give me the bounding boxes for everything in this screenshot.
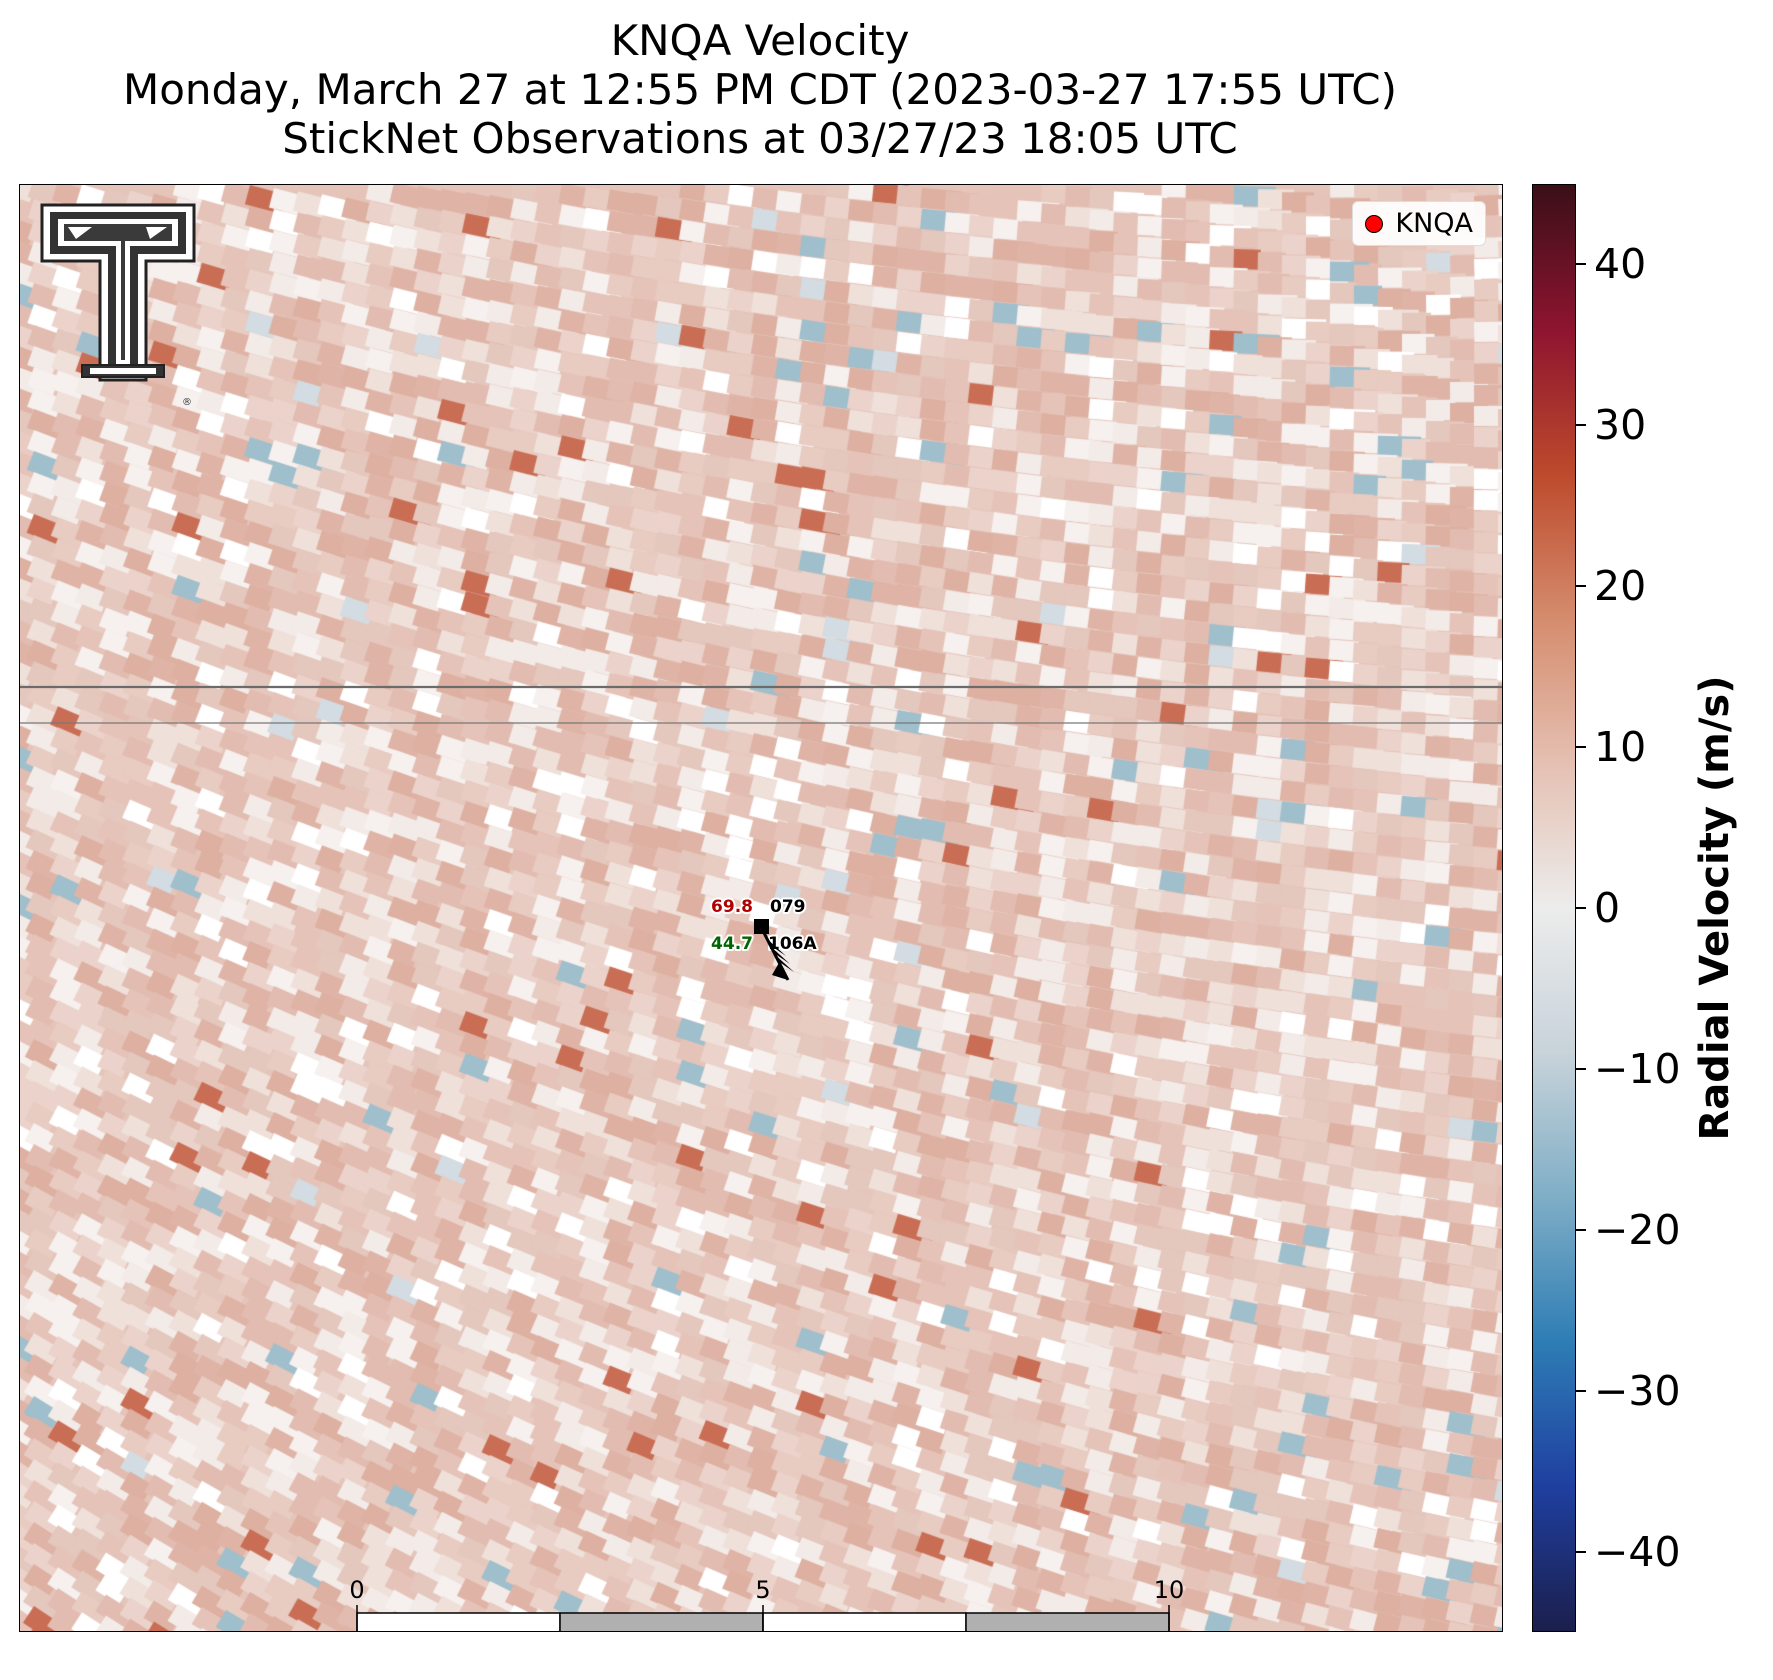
title-line-2: Monday, March 27 at 12:55 PM CDT (2023-0… <box>122 65 1398 114</box>
colorbar-tick-label: 0 <box>1594 884 1621 932</box>
colorbar-tick <box>1576 585 1586 588</box>
station-id-bottom: 106A <box>768 934 817 954</box>
scale-tick-label: 10 <box>1154 1576 1185 1604</box>
station-dewpoint: 44.7 <box>711 934 753 954</box>
texas-tech-logo-icon: ® <box>40 203 196 408</box>
colorbar-tick <box>1576 746 1586 749</box>
figure-title: KNQA Velocity Monday, March 27 at 12:55 … <box>0 16 1520 163</box>
velocity-colorbar <box>1532 184 1576 1632</box>
colorbar-tick-label: 30 <box>1594 401 1647 450</box>
map-legend: KNQA <box>1352 201 1486 246</box>
scale-tick-label: 0 <box>349 1576 364 1604</box>
knqa-marker-icon <box>1365 214 1384 233</box>
colorbar-title: Radial Velocity (m/s) <box>1692 675 1738 1141</box>
station-id-top: 079 <box>770 897 806 917</box>
scale-tick-label: 5 <box>755 1576 770 1604</box>
velocity-field <box>20 185 1502 1631</box>
colorbar-tick-label: −30 <box>1594 1366 1681 1415</box>
colorbar-tick <box>1576 1550 1586 1553</box>
colorbar-tick <box>1576 1228 1586 1231</box>
colorbar-tick-label: −20 <box>1594 1205 1681 1254</box>
colorbar-tick <box>1576 263 1586 266</box>
scale-bar: 0 5 10 km <box>349 1576 1185 1631</box>
sticknet-station[interactable]: 69.8 079 44.7 106A <box>709 895 819 981</box>
station-temperature: 69.8 <box>711 897 753 917</box>
colorbar-tick <box>1576 1389 1586 1392</box>
radar-map[interactable]: ® 69.8 079 44.7 106A 0 <box>19 184 1503 1632</box>
svg-text:®: ® <box>182 397 192 408</box>
colorbar-tick-label: 20 <box>1594 562 1647 611</box>
colorbar-tick-label: −10 <box>1594 1044 1681 1093</box>
colorbar-tick-label: 40 <box>1594 240 1647 289</box>
colorbar-tick <box>1576 424 1586 427</box>
colorbar-tick-label: −40 <box>1594 1527 1681 1576</box>
title-line-3: StickNet Observations at 03/27/23 18:05 … <box>282 114 1238 163</box>
map-overlay: ® 69.8 079 44.7 106A 0 <box>20 203 1502 1631</box>
legend-label: KNQA <box>1395 208 1473 239</box>
colorbar-tick <box>1576 907 1586 909</box>
colorbar-tick-label: 10 <box>1594 723 1647 772</box>
title-line-1: KNQA Velocity <box>610 16 910 65</box>
wind-barb-icon <box>759 926 794 981</box>
colorbar-tick <box>1576 1067 1586 1070</box>
station-marker <box>754 919 769 934</box>
